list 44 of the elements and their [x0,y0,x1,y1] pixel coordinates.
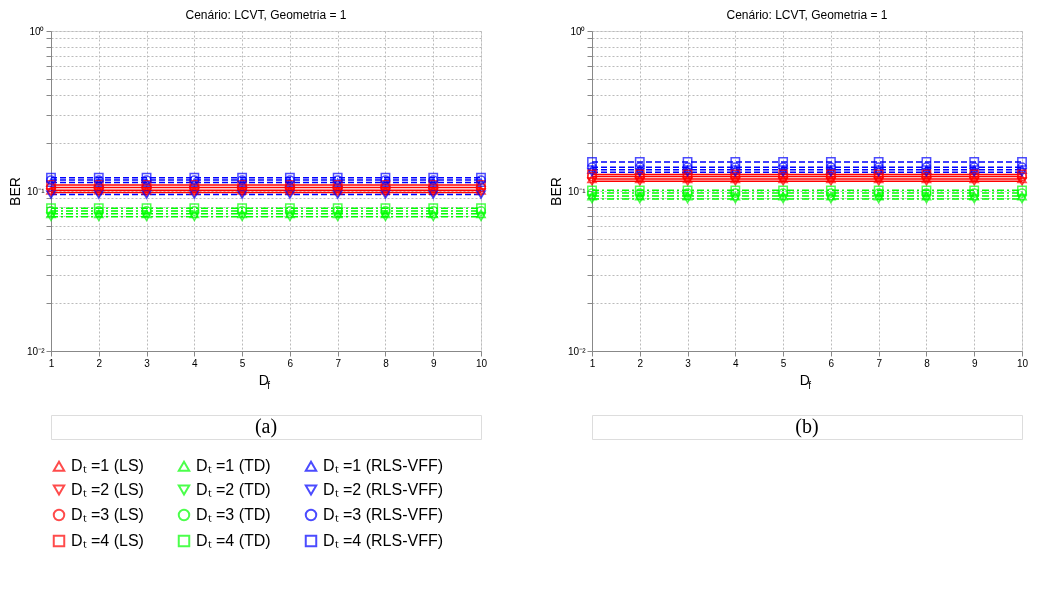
legend-label: Dₜ =4 (TD) [196,532,271,549]
text: (a) [254,415,278,438]
x-tick-label: 7 [876,357,883,369]
legend-label: Dₜ =3 (LS) [71,506,144,523]
x-tick-label: 1 [48,357,55,369]
x-tick-label: 4 [192,357,199,369]
x-tick-label: 3 [144,357,151,369]
text: (b) [795,415,819,438]
legend-label: Dₜ =4 (RLS-VFF) [323,532,444,549]
x-tick-label: 10 [475,357,488,369]
legend-label: Dₜ =1 (LS) [71,457,144,475]
x-tick-label: 6 [828,357,835,369]
x-tick-label: 3 [685,357,692,369]
y-tick-label: 10⁰ [29,25,45,37]
legend-label: Dₜ =2 (TD) [196,481,271,498]
x-tick-label: 7 [335,357,342,369]
legend-label: Dₜ =2 (LS) [71,481,144,498]
legend-label: Dₜ =4 (LS) [71,532,144,549]
legend-label: Dₜ =1 (RLS-VFF) [323,457,444,475]
x-tick-label: 4 [733,357,740,369]
x-tick-label: 9 [430,357,437,369]
chart-title: Cenário: LCVT, Geometria = 1 [185,8,347,22]
x-tick-label: 2 [96,357,103,369]
x-tick-label: 5 [239,357,246,369]
legend-label: Dₜ =2 (RLS-VFF) [323,481,444,498]
x-tick-label: 6 [287,357,294,369]
legend-label: Dₜ =3 (RLS-VFF) [323,506,444,523]
y-tick-label: 10⁻¹ [568,185,587,197]
x-tick-label: 5 [780,357,787,369]
chart-title: Cenário: LCVT, Geometria = 1 [726,8,888,22]
x-tick-label: 10 [1016,357,1029,369]
y-tick-label: 10⁻² [568,345,587,357]
x-tick-label: 2 [637,357,644,369]
y-axis-title: BER [548,177,565,206]
y-axis-title: BER [7,177,24,206]
x-tick-label: 8 [924,357,931,369]
y-tick-label: 10⁰ [570,25,586,37]
x-tick-label: 8 [383,357,390,369]
y-tick-label: 10⁻² [27,345,46,357]
x-tick-label: 9 [971,357,978,369]
y-tick-label: 10⁻¹ [27,185,46,197]
x-tick-label: 1 [589,357,596,369]
legend-label: Dₜ =3 (TD) [196,506,271,523]
legend-label: Dₜ =1 (TD) [196,457,271,475]
